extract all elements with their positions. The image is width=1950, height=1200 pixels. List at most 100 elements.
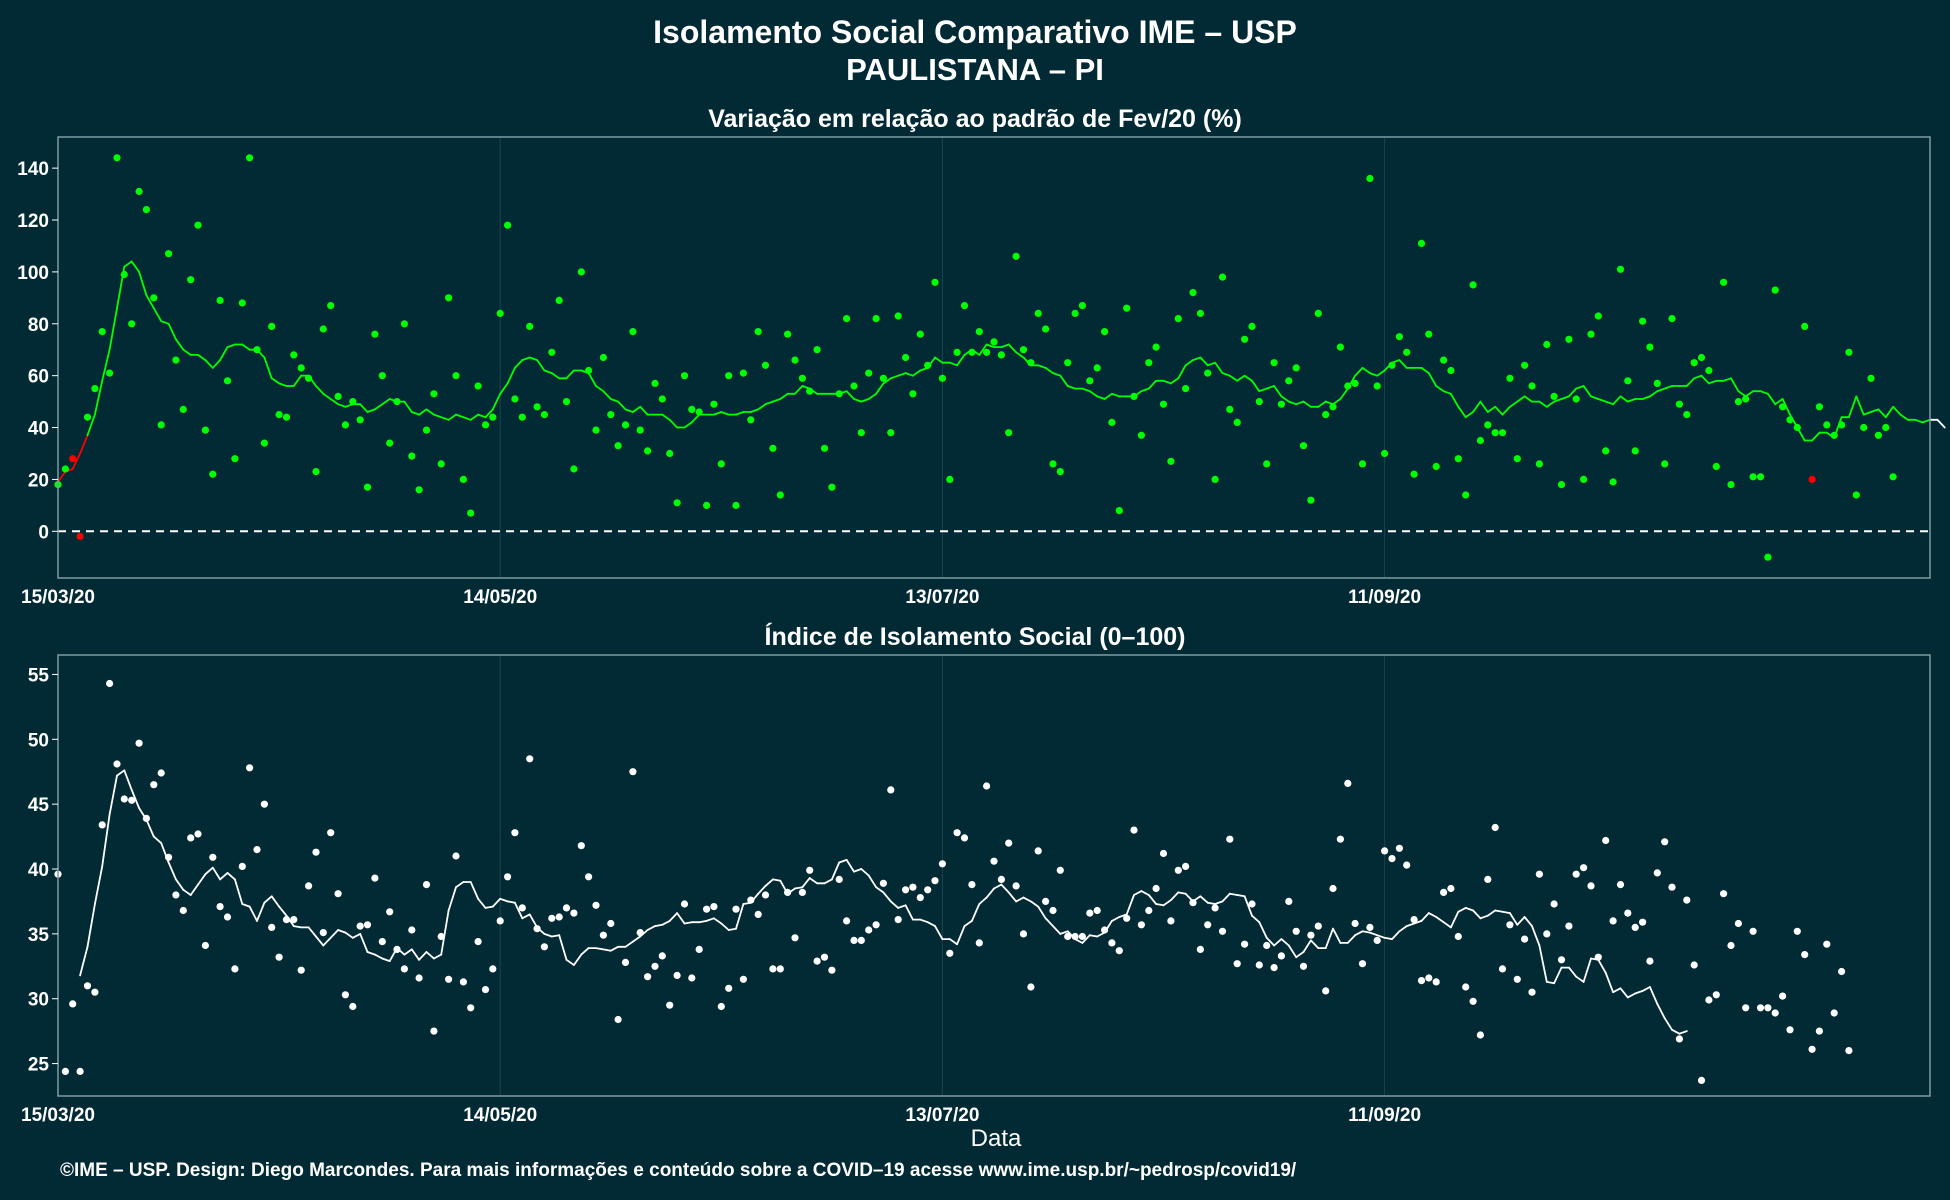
data-point — [1609, 478, 1617, 486]
moving-average-segment — [94, 379, 104, 416]
data-point — [1285, 897, 1293, 906]
moving-average-segment — [248, 905, 258, 922]
moving-average-segment — [1103, 392, 1113, 400]
data-point — [1344, 779, 1352, 788]
data-point — [305, 374, 313, 382]
data-point — [1749, 927, 1757, 935]
moving-average-segment — [1324, 927, 1334, 949]
moving-average-segment — [1531, 925, 1541, 947]
data-point — [1616, 265, 1625, 273]
moving-average-segment — [1641, 395, 1651, 400]
data-point — [761, 361, 770, 369]
x-axis-label: Data — [971, 1125, 1022, 1152]
data-point — [1432, 978, 1440, 986]
data-point — [1793, 927, 1801, 935]
moving-average-segment — [1442, 390, 1452, 395]
moving-average-segment — [1280, 395, 1290, 403]
data-point — [1616, 881, 1625, 889]
data-point — [1447, 366, 1455, 375]
data-point — [1042, 897, 1050, 906]
moving-average-segment — [713, 411, 723, 416]
data-point — [754, 328, 762, 336]
moving-average-segment — [1037, 905, 1047, 920]
data-point — [865, 926, 873, 934]
y-tick-label: 0 — [38, 522, 49, 543]
data-point — [1152, 343, 1160, 351]
moving-average-segment — [403, 400, 413, 413]
moving-average-segment — [403, 948, 413, 956]
moving-average-segment — [889, 374, 900, 380]
moving-average-segment — [108, 774, 118, 816]
moving-average-segment — [1251, 914, 1261, 924]
moving-average-segment — [233, 878, 244, 905]
data-point — [1314, 922, 1322, 930]
moving-average-segment — [705, 917, 715, 922]
data-point — [187, 276, 195, 284]
moving-average-segment — [1155, 903, 1165, 907]
data-point — [98, 328, 106, 336]
data-point — [1852, 491, 1860, 499]
data-point — [1734, 398, 1742, 406]
data-point — [585, 366, 593, 375]
data-point — [644, 447, 652, 455]
data-point — [91, 385, 99, 393]
moving-average-segment — [130, 789, 141, 809]
data-point — [1580, 475, 1588, 483]
data-point — [275, 411, 283, 419]
moving-average-segment — [904, 904, 914, 921]
data-point — [850, 382, 858, 390]
moving-average-segment — [211, 359, 222, 369]
moving-average-segment — [418, 951, 428, 961]
data-point — [282, 916, 291, 924]
moving-average-segment — [1597, 398, 1607, 403]
data-point — [1808, 1045, 1816, 1053]
moving-average-segment — [197, 873, 207, 886]
moving-average-segment — [1597, 958, 1607, 974]
moving-average-segment — [1545, 981, 1555, 985]
data-point — [334, 890, 342, 898]
data-point — [1830, 1009, 1838, 1017]
data-point — [290, 351, 298, 359]
moving-average-segment — [845, 390, 855, 400]
data-point — [474, 938, 482, 946]
panel1-frame — [57, 136, 1931, 579]
moving-average-segment — [79, 945, 89, 977]
data-point — [1742, 395, 1750, 403]
data-point — [452, 852, 460, 860]
data-point — [739, 975, 748, 983]
data-point — [1675, 1035, 1683, 1043]
moving-average-segment — [528, 913, 538, 929]
data-point — [400, 965, 408, 973]
data-point — [555, 296, 563, 304]
data-point — [1019, 930, 1028, 938]
y-tick-label: 140 — [17, 159, 49, 180]
moving-average-segment — [875, 382, 885, 395]
data-point — [1742, 1004, 1750, 1012]
data-point — [1101, 926, 1109, 934]
moving-average-segment — [1472, 909, 1482, 920]
data-point — [1874, 431, 1882, 439]
data-point — [172, 356, 180, 364]
moving-average-segment — [315, 935, 325, 947]
moving-average-segment — [683, 921, 693, 925]
moving-average-segment — [425, 408, 435, 416]
data-point — [1727, 941, 1735, 950]
moving-average-segment — [506, 366, 516, 385]
moving-average-segment — [1442, 921, 1452, 929]
moving-average-segment — [1317, 400, 1327, 408]
moving-average-segment — [1553, 966, 1563, 985]
data-point — [1410, 916, 1418, 924]
data-point — [1093, 906, 1101, 915]
data-point — [349, 1002, 357, 1011]
moving-average-segment — [1634, 990, 1644, 995]
moving-average-segment — [1619, 395, 1629, 403]
data-point — [570, 909, 578, 917]
moving-average-segment — [1774, 398, 1784, 406]
data-point — [1720, 278, 1728, 286]
data-point — [481, 986, 490, 994]
moving-average-segment — [1538, 944, 1548, 983]
y-tick-label: 80 — [28, 315, 49, 336]
data-point — [968, 348, 976, 356]
data-point — [1432, 462, 1440, 471]
moving-average-segment — [1450, 910, 1460, 929]
